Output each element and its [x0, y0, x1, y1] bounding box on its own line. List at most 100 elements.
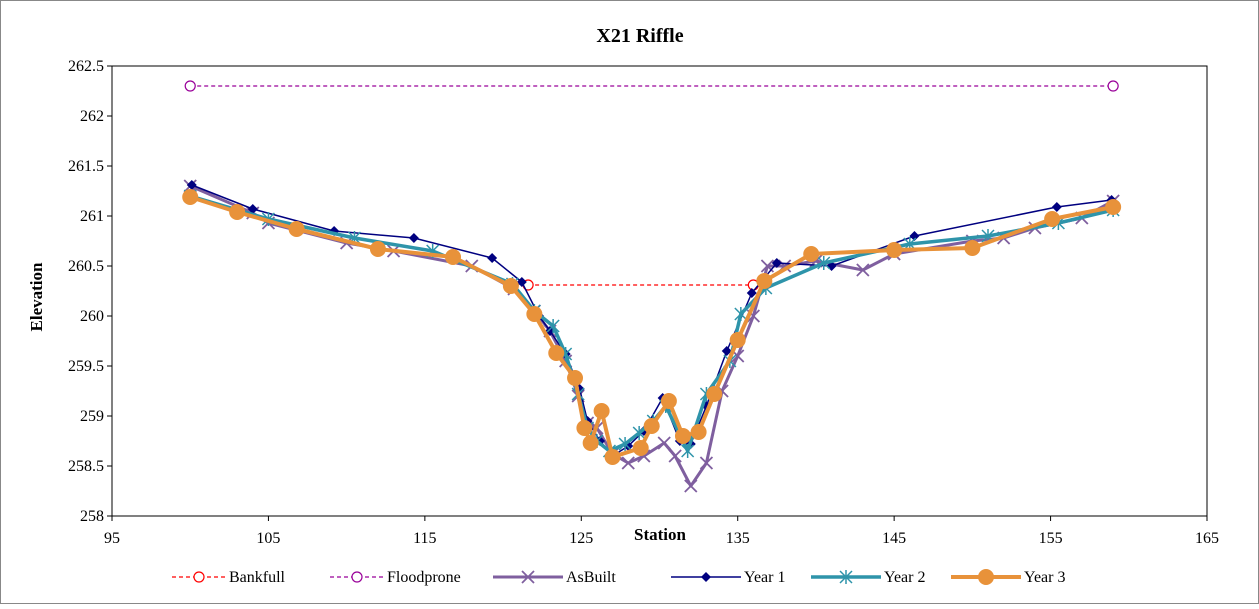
x-tick-label: 165 [1195, 530, 1219, 547]
marker-shape [756, 273, 773, 289]
marker-shape [288, 221, 305, 237]
marker-shape [502, 278, 519, 294]
data-point-year-1 [721, 346, 732, 356]
plot-area: 258 258.5 259 259.5 260 260.5 261 261.5 262 262.5… [68, 58, 1219, 547]
marker-shape [487, 253, 498, 263]
y-tick-label: 260 [80, 308, 104, 325]
data-point-year-3 [690, 424, 707, 440]
y-tick-label: 259.5 [68, 358, 104, 375]
x-tick-label: 125 [569, 530, 593, 547]
marker-shape [369, 241, 386, 257]
marker-stroke [731, 349, 745, 363]
marker-shape [184, 80, 196, 92]
data-point-year-3 [182, 189, 199, 205]
marker-shape [1107, 80, 1119, 92]
data-point-asbuilt [657, 436, 671, 450]
y-tick-label: 260.5 [68, 258, 104, 275]
series-line-year-3 [189, 195, 1114, 459]
marker-shape [803, 246, 820, 262]
data-point-year-3 [576, 420, 593, 436]
legend-marker-asbuilt [521, 570, 535, 584]
marker-shape [186, 180, 197, 190]
y-axis-label: Elevation [27, 262, 46, 331]
data-point-year-3 [604, 449, 621, 465]
data-point-year-3 [756, 273, 773, 289]
marker-shape [182, 189, 199, 205]
legend-marker-year-3 [978, 569, 994, 585]
y-tick-label: 258 [80, 508, 104, 525]
marker-shape [247, 204, 258, 214]
data-point-year-1 [771, 258, 782, 268]
marker-shape [1044, 211, 1061, 227]
legend: Bankfull Floodprone AsBuilt Year 1 Year 2 Yea… [172, 569, 1065, 586]
marker-shape [660, 393, 677, 409]
legend-label-floodprone: Floodprone [387, 569, 461, 586]
x-tick-label: 135 [726, 530, 750, 547]
marker-shape [746, 288, 757, 298]
x-tick-label: 145 [882, 530, 906, 547]
data-point-year-2 [632, 426, 646, 440]
data-point-floodprone [1107, 80, 1119, 92]
legend-marker-year-2 [839, 570, 853, 584]
marker-stroke [521, 570, 535, 584]
marker-shape [690, 424, 707, 440]
marker-shape [567, 370, 584, 386]
data-point-year-2 [817, 256, 831, 270]
marker-shape [978, 569, 994, 585]
data-point-year-3 [1044, 211, 1061, 227]
y-tick-label: 258.5 [68, 458, 104, 475]
marker-shape [193, 571, 205, 583]
marker-shape [721, 346, 732, 356]
plot-frame [111, 65, 1208, 517]
legend-marker-year-1 [701, 572, 711, 582]
legend-item-year-1: Year 1 [671, 569, 785, 586]
marker-shape [576, 420, 593, 436]
data-point-year-3 [632, 440, 649, 456]
series-floodprone [184, 80, 1119, 92]
data-point-year-3 [660, 393, 677, 409]
data-point-year-3 [502, 278, 519, 294]
legend-label-asbuilt: AsBuilt [566, 569, 616, 586]
legend-item-year-2: Year 2 [811, 569, 925, 586]
legend-item-bankfull: Bankfull [172, 569, 286, 586]
y-tick-label: 261.5 [68, 158, 104, 175]
marker-shape [445, 249, 462, 265]
marker-shape [516, 277, 527, 287]
marker-stroke [746, 309, 760, 323]
marker-shape [674, 428, 691, 444]
data-point-year-3 [1105, 199, 1122, 215]
data-point-year-1 [516, 277, 527, 287]
x-tick-label: 105 [256, 530, 280, 547]
marker-stroke [856, 263, 870, 277]
data-point-year-1 [247, 204, 258, 214]
data-point-year-3 [706, 386, 723, 402]
data-point-year-3 [567, 370, 584, 386]
data-point-asbuilt [856, 263, 870, 277]
marker-shape [909, 231, 920, 241]
data-point-year-1 [487, 253, 498, 263]
marker-shape [526, 306, 543, 322]
data-point-year-1 [408, 233, 419, 243]
marker-shape [886, 242, 903, 258]
marker-shape [701, 572, 711, 582]
series-year-3 [182, 189, 1122, 465]
marker-shape [229, 204, 246, 220]
data-point-asbuilt [699, 456, 714, 470]
marker-shape [1051, 202, 1062, 212]
marker-shape [632, 440, 649, 456]
legend-item-year-3: Year 3 [951, 569, 1065, 586]
data-point-floodprone [184, 80, 196, 92]
data-point-year-3 [229, 204, 246, 220]
marker-stroke [699, 456, 714, 470]
marker-stroke [760, 259, 775, 273]
y-tick-label: 259 [80, 408, 104, 425]
data-point-asbuilt [668, 449, 682, 463]
y-tick-label: 261 [80, 208, 104, 225]
data-point-year-3 [445, 249, 462, 265]
legend-label-year-1: Year 1 [744, 569, 785, 586]
data-point-year-3 [369, 241, 386, 257]
marker-stroke [621, 456, 635, 470]
